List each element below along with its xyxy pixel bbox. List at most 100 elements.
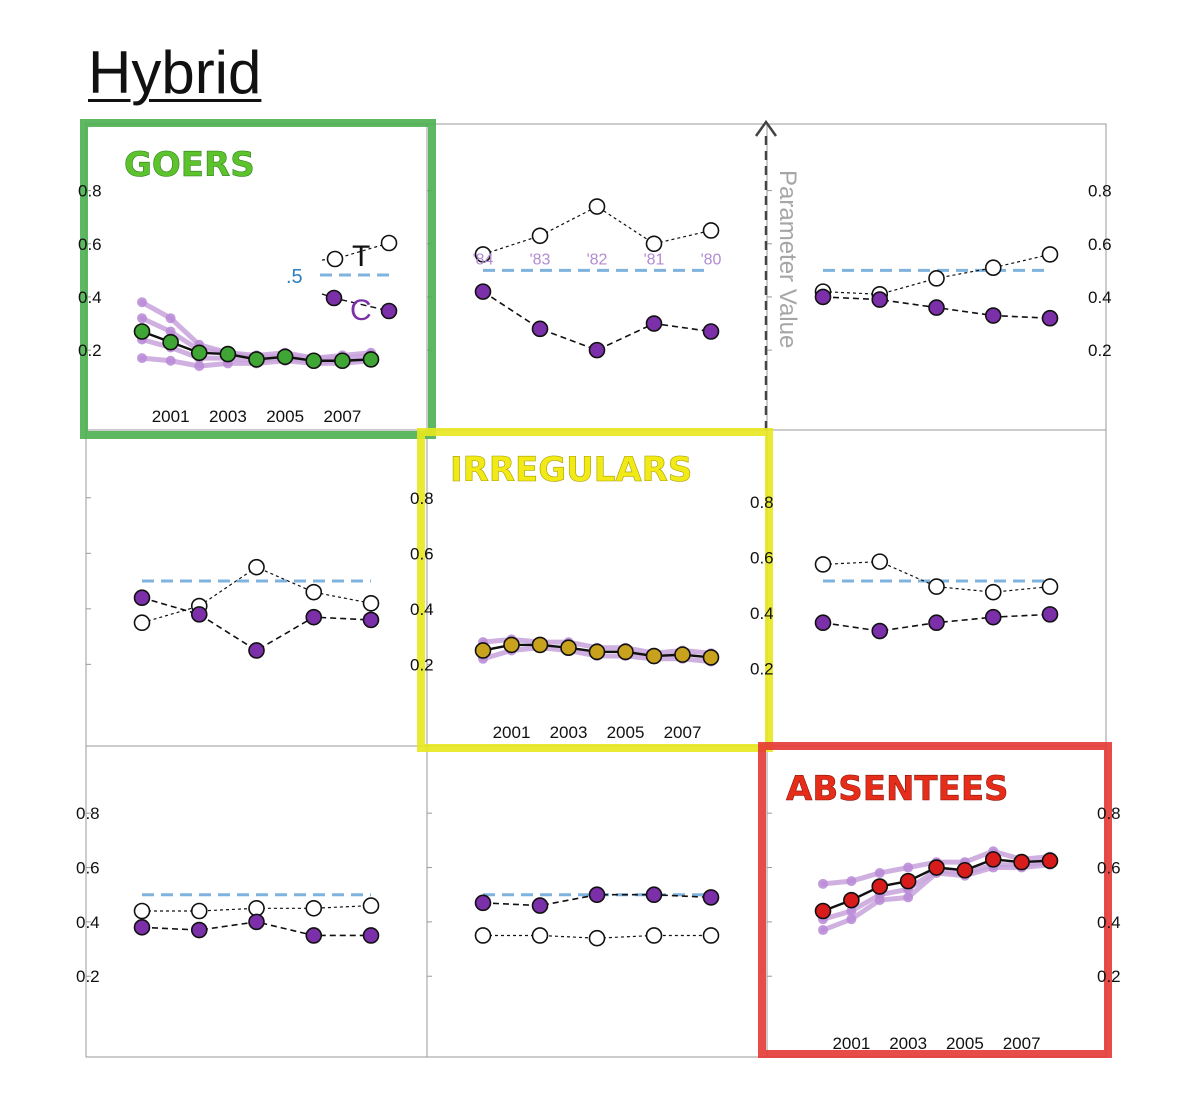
- treatment-point: [645, 235, 663, 253]
- group-mean-point: [248, 351, 265, 368]
- treatment-point: [190, 902, 208, 920]
- parameter-axis-label: Parameter Value: [774, 170, 801, 348]
- control-point: [474, 283, 492, 300]
- control-point: [588, 886, 606, 904]
- control-point: [984, 307, 1002, 324]
- group-mean-point: [531, 636, 549, 654]
- y-tick-label: 0.2: [78, 341, 102, 360]
- goers-label: GOERS: [124, 145, 255, 185]
- absentees-label: ABSENTEES: [786, 769, 1009, 809]
- year-tick-label: 2003: [550, 723, 588, 742]
- treatment-point: [1041, 578, 1059, 595]
- treatment-point: [531, 927, 549, 944]
- treatment-point: [814, 556, 832, 573]
- group-mean-point: [645, 647, 663, 665]
- control-point: [190, 606, 208, 623]
- chart-title: Hybrid: [88, 39, 262, 106]
- y-tick-label: 0.8: [76, 804, 100, 823]
- control-series-line: [141, 596, 372, 652]
- control-point: [531, 320, 549, 338]
- subgroup-point: [874, 867, 885, 878]
- control-point: [305, 927, 323, 944]
- year-tick-label: 2007: [1003, 1034, 1041, 1053]
- control-point: [645, 315, 663, 332]
- control-point: [133, 919, 151, 936]
- panel-data: [133, 119, 1059, 947]
- control-point: [248, 642, 265, 659]
- subgroup-point: [818, 878, 828, 889]
- absentees-frame: [758, 742, 1112, 1058]
- treatment-series-line: [822, 561, 1051, 593]
- legend-treatment-point: [326, 250, 344, 268]
- year-tick-label: 2003: [889, 1034, 927, 1053]
- treatment-point: [531, 227, 549, 245]
- group-mean-point: [814, 902, 832, 920]
- group-mean-point: [1013, 853, 1030, 871]
- treatment-point: [248, 558, 265, 576]
- group-mean-point: [276, 348, 294, 366]
- y-tick-label: 0.2: [76, 967, 100, 986]
- group-mean-point: [162, 333, 179, 351]
- irregulars-frame: [417, 428, 773, 752]
- control-point: [702, 889, 720, 906]
- group-mean-point: [560, 639, 577, 656]
- group-mean-point: [984, 851, 1002, 868]
- control-point: [190, 921, 208, 939]
- subgroup-point: [165, 326, 176, 337]
- treatment-point: [928, 270, 945, 287]
- group-mean-point: [871, 878, 889, 895]
- control-point: [133, 589, 151, 607]
- subgroup-point: [903, 862, 914, 873]
- treatment-point: [588, 198, 606, 215]
- treatment-point: [474, 246, 492, 263]
- subgroup-point: [846, 876, 857, 887]
- group-mean-point: [362, 351, 380, 368]
- y-tick-label: 0.6: [1088, 235, 1112, 254]
- year-tick-label: 2007: [664, 723, 702, 742]
- treatment-point: [305, 583, 323, 601]
- year-tick-label: 2005: [266, 407, 304, 426]
- panel-labels: 2001 2003 2005 2007 '84 '83 '82 '81 '80 2001 2003 2…: [76, 145, 1121, 1053]
- year-tick-label: 2007: [323, 407, 361, 426]
- panel-border: [426, 123, 768, 431]
- y-tick-label: 0.4: [1088, 288, 1112, 307]
- y-tick-label: 0.4: [750, 604, 774, 623]
- subgroup-point: [165, 355, 176, 366]
- treatment-point: [305, 899, 323, 917]
- group-mean-point: [928, 859, 945, 876]
- treatment-point: [984, 259, 1002, 276]
- subgroup-point: [818, 925, 828, 936]
- subgroup-point: [194, 361, 205, 372]
- goers-frame: [80, 119, 436, 439]
- subgroup-point: [846, 914, 857, 925]
- treatment-point: [871, 553, 889, 570]
- treatment-series-line: [141, 566, 372, 624]
- y-tick-label: 0.8: [78, 182, 102, 201]
- treatment-series-line: [482, 205, 712, 255]
- treatment-point: [1041, 246, 1059, 263]
- group-mean-point: [899, 872, 917, 890]
- control-point: [928, 614, 945, 632]
- legend-half-label: .5: [286, 266, 303, 288]
- treatment-point: [362, 594, 380, 612]
- legend-treatment-label: T: [352, 240, 370, 273]
- control-point: [362, 927, 380, 944]
- year-tick-label: 2003: [209, 407, 247, 426]
- subgroup-point: [137, 297, 147, 308]
- y-tick-label: 0.8: [1097, 804, 1121, 823]
- group-mean-point: [1041, 852, 1059, 870]
- y-tick-label: 0.2: [750, 659, 774, 678]
- control-point: [984, 608, 1002, 626]
- control-point: [1041, 309, 1059, 327]
- legend-treatment-point: [380, 234, 398, 252]
- control-point: [928, 299, 945, 316]
- group-mean-point: [133, 323, 151, 340]
- treatment-point: [362, 897, 380, 914]
- control-point: [588, 341, 606, 359]
- year-tick-label: 2005: [607, 723, 645, 742]
- y-tick-label: 0.2: [1088, 341, 1112, 360]
- election-year-label: '82: [587, 251, 608, 268]
- treatment-point: [588, 929, 606, 947]
- y-tick-label: 0.2: [410, 655, 434, 674]
